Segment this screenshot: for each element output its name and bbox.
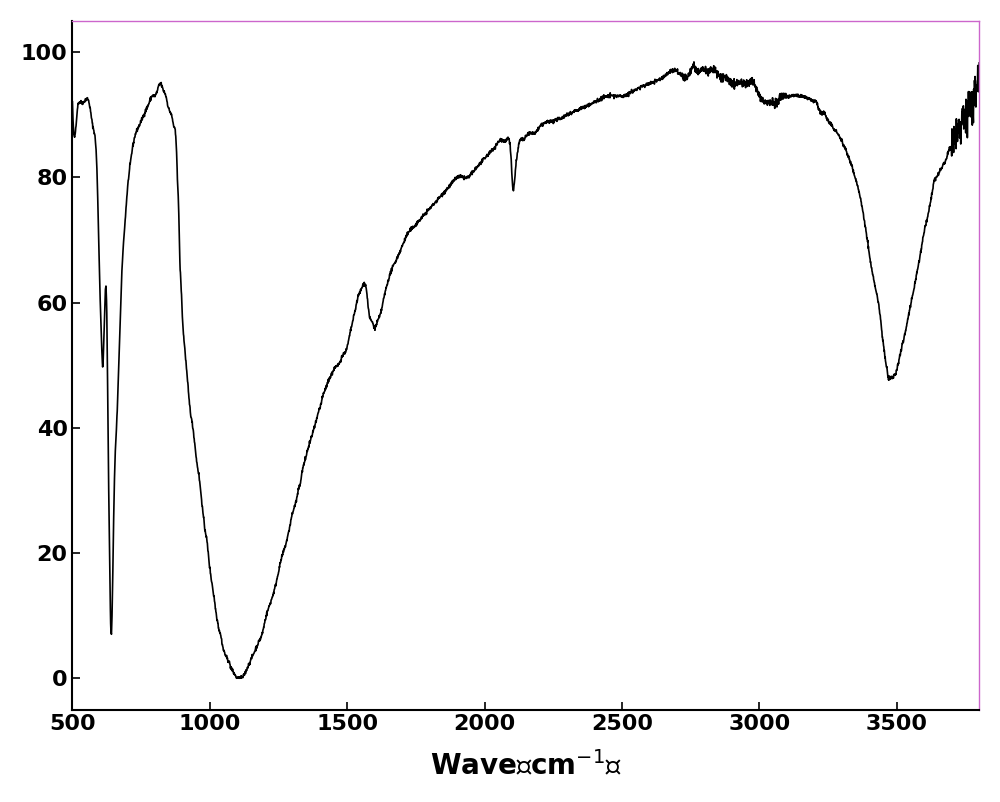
X-axis label: Wave（cm$^{-1}$）: Wave（cm$^{-1}$） xyxy=(430,751,622,781)
